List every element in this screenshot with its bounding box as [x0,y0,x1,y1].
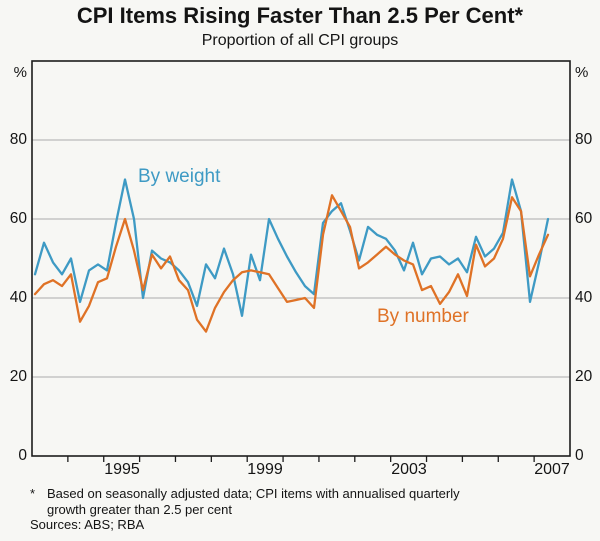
y-tick-label-left-80: 80 [9,131,27,148]
chart-subtitle: Proportion of all CPI groups [201,32,399,49]
series-label-by-weight: By weight [138,166,221,187]
y-tick-label-left-60: 60 [9,210,27,227]
y-tick-label-right-0: 0 [575,447,584,464]
x-tick-label-1999: 1999 [247,461,283,478]
y-tick-label-right-20: 20 [575,368,593,385]
y-axis-unit-right: % [575,64,589,81]
sources-line: Sources: ABS; RBA [30,517,145,532]
x-tick-label-2007: 2007 [534,461,570,478]
y-tick-label-right-80: 80 [575,131,593,148]
plot-frame [31,60,571,457]
y-tick-label-left-40: 40 [9,289,27,306]
footnote: * Based on seasonally adjusted data; CPI… [30,486,590,517]
series-line-by-number [33,194,550,333]
footnote-text: Based on seasonally adjusted data; CPI i… [47,486,460,517]
y-axis-unit-left: % [13,64,27,81]
y-tick-label-left-20: 20 [9,368,27,385]
y-tick-label-left-0: 0 [18,447,27,464]
y-tick-label-right-40: 40 [575,289,593,306]
series-line-by-weight [33,178,550,317]
x-tick-label-2003: 2003 [391,461,427,478]
y-tick-label-right-60: 60 [575,210,593,227]
footnote-marker: * [30,486,36,501]
series-label-by-number: By number [377,306,469,327]
x-tick-label-1995: 1995 [104,461,140,478]
chart-title: CPI Items Rising Faster Than 2.5 Per Cen… [76,3,524,28]
